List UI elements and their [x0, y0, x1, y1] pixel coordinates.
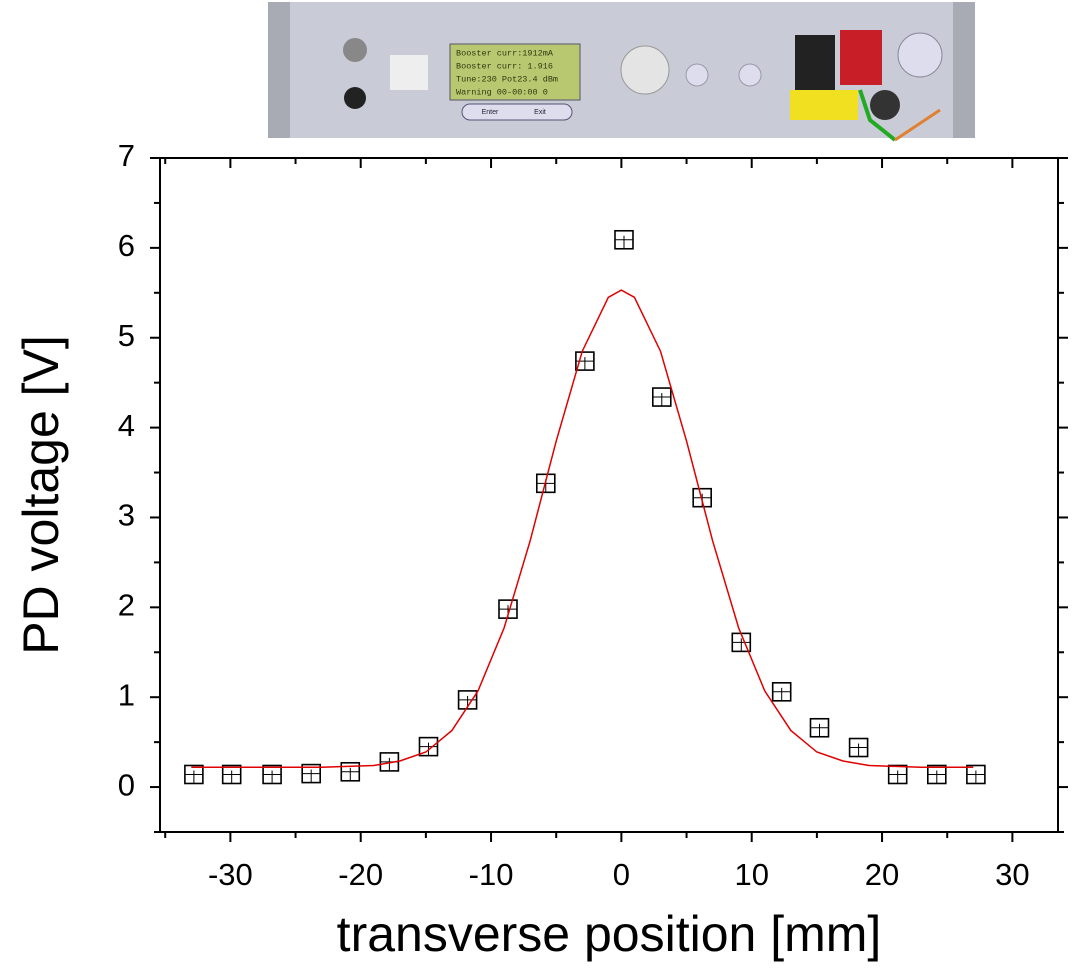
button-label: Exit [534, 109, 546, 116]
fit-line [191, 289, 974, 769]
data-point [809, 717, 830, 738]
data-point [887, 764, 908, 785]
data-point [614, 229, 634, 250]
knob [620, 45, 670, 95]
monitor [795, 35, 835, 90]
x-tick-label: -10 [469, 857, 514, 892]
data-point [692, 487, 712, 508]
button [738, 63, 762, 87]
x-tick-label: 0 [613, 857, 630, 892]
data-point [184, 764, 204, 785]
connector [840, 30, 882, 85]
y-tick-label: 1 [118, 677, 135, 712]
x-tick-label: 20 [865, 857, 899, 892]
buttons [461, 103, 573, 121]
label [390, 55, 428, 90]
handle [953, 2, 975, 138]
x-tick-label: -30 [208, 857, 253, 892]
button [685, 63, 709, 87]
lcd-line: Booster curr:1912mA [456, 48, 554, 58]
y-tick-label: 6 [118, 228, 135, 263]
x-axis-title: transverse position [mm] [337, 906, 882, 962]
data-point [771, 682, 792, 702]
data-point [575, 351, 595, 371]
device-photo: Booster curr:1912mA Booster curr: 1.916 … [268, 2, 975, 142]
button-label: Enter [482, 109, 499, 116]
logo [897, 32, 943, 78]
y-tick-label: 0 [118, 767, 135, 802]
data-point [340, 761, 361, 782]
data-point [926, 764, 947, 785]
data-point [262, 764, 282, 785]
y-tick-label: 2 [118, 588, 135, 623]
data-point [966, 764, 986, 785]
fiber [894, 108, 941, 142]
x-tick-label: 30 [995, 857, 1029, 892]
lcd [449, 43, 581, 101]
fiber [858, 89, 897, 142]
y-tick-label: 5 [118, 318, 135, 353]
lcd-line: Booster curr: 1.916 [456, 61, 553, 71]
y-tick-label: 3 [118, 498, 135, 533]
data-point [848, 737, 869, 758]
y-tick-label: 7 [118, 138, 135, 173]
key [870, 90, 900, 120]
y-axis-title: PD voltage [V] [13, 335, 69, 655]
switch [344, 87, 366, 109]
lcd-line: Tune:230 Pot23.4 dBm [456, 74, 558, 84]
data-point [301, 763, 321, 784]
data-point [221, 764, 242, 785]
plot-frame [159, 157, 1059, 833]
handle [268, 2, 290, 138]
warning-label [790, 90, 858, 120]
key [343, 38, 367, 62]
data-point [651, 387, 672, 407]
x-tick-label: 10 [734, 857, 768, 892]
x-tick-label: -20 [338, 857, 383, 892]
lcd-line: Warning 00-00:00 0 [456, 87, 548, 97]
y-tick-label: 4 [118, 408, 135, 443]
